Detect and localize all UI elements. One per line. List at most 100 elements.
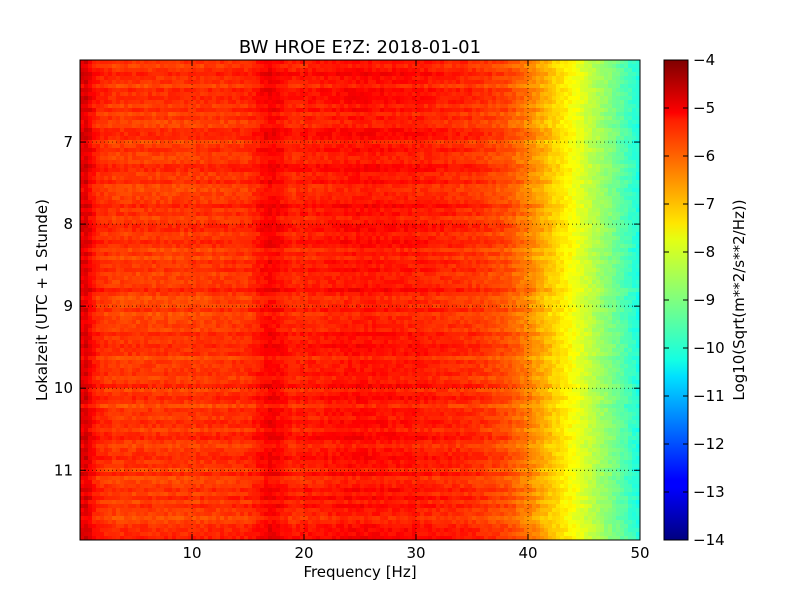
heatmap-cell	[532, 140, 537, 145]
heatmap-cell	[116, 68, 121, 73]
heatmap-cell	[360, 148, 365, 153]
heatmap-cell	[248, 152, 253, 157]
heatmap-cell	[160, 112, 165, 117]
heatmap-cell	[524, 164, 529, 169]
heatmap-cell	[136, 104, 141, 109]
heatmap-cell	[332, 184, 337, 189]
heatmap-cell	[240, 156, 245, 161]
heatmap-cell	[492, 144, 497, 149]
heatmap-cell	[548, 100, 553, 105]
heatmap-cell	[588, 160, 593, 165]
heatmap-cell	[348, 156, 353, 161]
heatmap-cell	[224, 196, 229, 201]
heatmap-cell	[584, 64, 589, 69]
heatmap-cell	[348, 92, 353, 97]
heatmap-cell	[120, 68, 125, 73]
heatmap-cell	[596, 104, 601, 109]
heatmap-cell	[232, 196, 237, 201]
heatmap-cell	[592, 88, 597, 93]
heatmap-cell	[268, 160, 273, 165]
heatmap-cell	[416, 156, 421, 161]
heatmap-cell	[88, 164, 93, 169]
heatmap-cell	[552, 180, 557, 185]
heatmap-cell	[268, 88, 273, 93]
heatmap-cell	[232, 136, 237, 141]
heatmap-cell	[544, 172, 549, 177]
heatmap-cell	[428, 68, 433, 73]
heatmap-cell	[516, 136, 521, 141]
heatmap-cell	[540, 88, 545, 93]
heatmap-cell	[572, 156, 577, 161]
heatmap-cell	[236, 92, 241, 97]
heatmap-cell	[496, 176, 501, 181]
heatmap-cell	[304, 176, 309, 181]
heatmap-cell	[588, 80, 593, 85]
heatmap-cell	[156, 136, 161, 141]
heatmap-cell	[96, 88, 101, 93]
heatmap-cell	[364, 136, 369, 141]
heatmap-cell	[140, 148, 145, 153]
heatmap-cell	[160, 92, 165, 97]
heatmap-cell	[380, 124, 385, 129]
heatmap-cell	[504, 172, 509, 177]
heatmap-cell	[248, 172, 253, 177]
heatmap-cell	[308, 172, 313, 177]
heatmap-cell	[192, 64, 197, 69]
heatmap-cell	[84, 96, 89, 101]
heatmap-cell	[108, 164, 113, 169]
heatmap-cell	[428, 156, 433, 161]
heatmap-cell	[532, 144, 537, 149]
heatmap-cell	[416, 112, 421, 117]
heatmap-cell	[580, 168, 585, 173]
heatmap-cell	[232, 112, 237, 117]
heatmap-cell	[604, 152, 609, 157]
heatmap-cell	[380, 160, 385, 165]
heatmap-cell	[572, 92, 577, 97]
heatmap-cell	[268, 148, 273, 153]
heatmap-cell	[296, 116, 301, 121]
heatmap-cell	[228, 104, 233, 109]
heatmap-cell	[512, 120, 517, 125]
heatmap-cell	[448, 164, 453, 169]
heatmap-cell	[308, 96, 313, 101]
heatmap-cell	[92, 180, 97, 185]
heatmap-cell	[536, 164, 541, 169]
heatmap-cell	[384, 200, 389, 205]
heatmap-cell	[400, 156, 405, 161]
heatmap-cell	[292, 180, 297, 185]
heatmap-cell	[336, 100, 341, 105]
heatmap-cell	[128, 80, 133, 85]
heatmap-cell	[436, 88, 441, 93]
heatmap-cell	[92, 124, 97, 129]
heatmap-cell	[348, 124, 353, 129]
heatmap-cell	[572, 196, 577, 201]
heatmap-cell	[328, 84, 333, 89]
heatmap-cell	[372, 60, 377, 65]
heatmap-cell	[284, 160, 289, 165]
heatmap-cell	[592, 152, 597, 157]
heatmap-cell	[592, 144, 597, 149]
heatmap-cell	[404, 112, 409, 117]
heatmap-cell	[620, 128, 625, 133]
heatmap-cell	[272, 180, 277, 185]
heatmap-cell	[128, 152, 133, 157]
heatmap-cell	[320, 180, 325, 185]
heatmap-cell	[248, 100, 253, 105]
heatmap-cell	[508, 120, 513, 125]
heatmap-cell	[588, 128, 593, 133]
heatmap-cell	[156, 200, 161, 205]
heatmap-cell	[264, 84, 269, 89]
heatmap-cell	[440, 140, 445, 145]
heatmap-cell	[128, 124, 133, 129]
heatmap-cell	[544, 100, 549, 105]
heatmap-cell	[400, 124, 405, 129]
heatmap-cell	[408, 60, 413, 65]
heatmap-cell	[332, 60, 337, 65]
heatmap-cell	[204, 160, 209, 165]
heatmap-cell	[116, 108, 121, 113]
heatmap-cell	[536, 132, 541, 137]
heatmap-cell	[156, 156, 161, 161]
heatmap-cell	[140, 184, 145, 189]
heatmap-cell	[532, 76, 537, 81]
heatmap-cell	[504, 152, 509, 157]
